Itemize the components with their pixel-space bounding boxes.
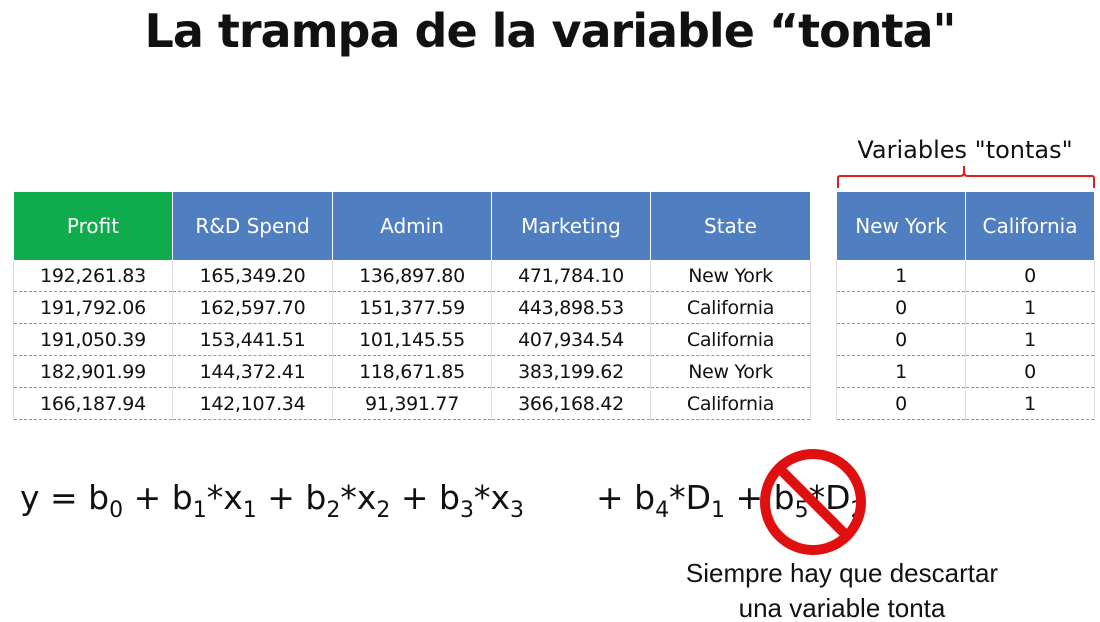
column-header-admin: Admin [332,192,492,260]
table-row: 0 1 [836,323,1095,356]
cell-rd-spend: 165,349.20 [172,260,333,292]
column-header-rd-spend: R&D Spend [172,192,333,260]
column-header-state: State [650,192,811,260]
dummy-variables-table: New York California 1 0 0 1 0 1 1 0 0 [836,192,1095,420]
table-row: 1 0 [836,355,1095,388]
eq-y: y [20,478,40,517]
table-header-row: New York California [836,192,1095,260]
cell-california: 1 [965,387,1095,420]
eq-times: * [669,478,686,517]
eq-subscript: 3 [459,498,474,523]
cell-new-york: 1 [836,355,966,388]
cell-marketing: 383,199.62 [491,355,651,388]
eq-subscript: 5 [794,498,809,523]
eq-b: b [305,478,327,517]
note-line-2: una variable tonta [738,593,946,622]
table-row: 191,050.39 153,441.51 101,145.55 407,934… [13,323,811,356]
cell-admin: 101,145.55 [332,323,492,356]
cell-california: 1 [965,323,1095,356]
table-row: 0 1 [836,387,1095,420]
discard-note: Siempre hay que descartar una variable t… [640,556,1044,622]
eq-b: b [773,478,795,517]
eq-subscript: 2 [326,498,341,523]
cell-admin: 136,897.80 [332,260,492,292]
eq-subscript: 1 [242,498,257,523]
cell-rd-spend: 162,597.70 [172,291,333,324]
eq-subscript: 0 [109,498,124,523]
eq-plus: + [256,478,306,517]
eq-x: x [356,478,377,517]
cell-marketing: 366,168.42 [491,387,651,420]
cell-profit: 182,901.99 [13,355,173,388]
column-header-marketing: Marketing [491,192,651,260]
cell-admin: 91,391.77 [332,387,492,420]
cell-state: California [650,387,811,420]
cell-new-york: 0 [836,387,966,420]
eq-times: * [206,478,224,517]
curly-bracket-icon [837,166,1095,188]
cell-new-york: 1 [836,260,966,292]
data-table: Profit R&D Spend Admin Marketing State 1… [13,192,811,420]
table-row: 0 1 [836,291,1095,324]
cell-marketing: 443,898.53 [491,291,651,324]
column-header-profit: Profit [13,192,173,260]
regression-equation: y = b0 + b1*x1 + b2*x2 + b3*x3 [20,478,524,523]
cell-rd-spend: 144,372.41 [172,355,333,388]
cell-rd-spend: 153,441.51 [172,323,333,356]
cell-state: New York [650,260,811,292]
slide-title: La trampa de la variable “tonta" [144,4,957,58]
cell-california: 1 [965,291,1095,324]
cell-state: New York [650,355,811,388]
eq-plus: + [123,478,172,517]
column-header-california: California [965,192,1095,260]
eq-d: D [825,478,851,517]
cell-profit: 166,187.94 [13,387,173,420]
cell-state: California [650,323,811,356]
table-row: 166,187.94 142,107.34 91,391.77 366,168.… [13,387,811,420]
eq-times: * [473,478,491,517]
dummy-variables-label: Variables "tontas" [857,136,1073,164]
eq-b: b [439,478,460,517]
eq-b: b [171,478,193,517]
cell-admin: 151,377.59 [332,291,492,324]
cell-california: 0 [965,355,1095,388]
cell-admin: 118,671.85 [332,355,492,388]
cell-profit: 192,261.83 [13,260,173,292]
table-row: 1 0 [836,260,1095,292]
cell-profit: 191,792.06 [13,291,173,324]
cell-marketing: 407,934.54 [491,323,651,356]
cell-rd-spend: 142,107.34 [172,387,333,420]
cell-marketing: 471,784.10 [491,260,651,292]
table-row: 182,901.99 144,372.41 118,671.85 383,199… [13,355,811,388]
eq-plus: + [390,478,440,517]
cell-new-york: 0 [836,323,966,356]
eq-times: * [340,478,357,517]
eq-plus: + [596,478,635,517]
eq-subscript: 2 [376,498,391,523]
eq-d: D [685,478,712,517]
eq-equals: = [39,478,89,517]
eq-subscript: 1 [192,498,207,523]
cell-state: California [650,291,811,324]
eq-plus: + [725,478,774,517]
eq-b: b [88,478,110,517]
no-entry-icon [760,449,866,555]
eq-subscript: 1 [711,498,726,523]
eq-subscript: 4 [655,498,670,523]
table-row: 191,792.06 162,597.70 151,377.59 443,898… [13,291,811,324]
note-line-1: Siempre hay que descartar [685,558,999,588]
cell-california: 0 [965,260,1095,292]
table-header-row: Profit R&D Spend Admin Marketing State [13,192,811,260]
cell-new-york: 0 [836,291,966,324]
eq-b: b [634,478,656,517]
cell-profit: 191,050.39 [13,323,173,356]
eq-subscript: 3 [510,498,524,523]
eq-x: x [223,478,243,517]
column-header-new-york: New York [836,192,966,260]
eq-x: x [490,478,510,517]
table-row: 192,261.83 165,349.20 136,897.80 471,784… [13,260,811,292]
